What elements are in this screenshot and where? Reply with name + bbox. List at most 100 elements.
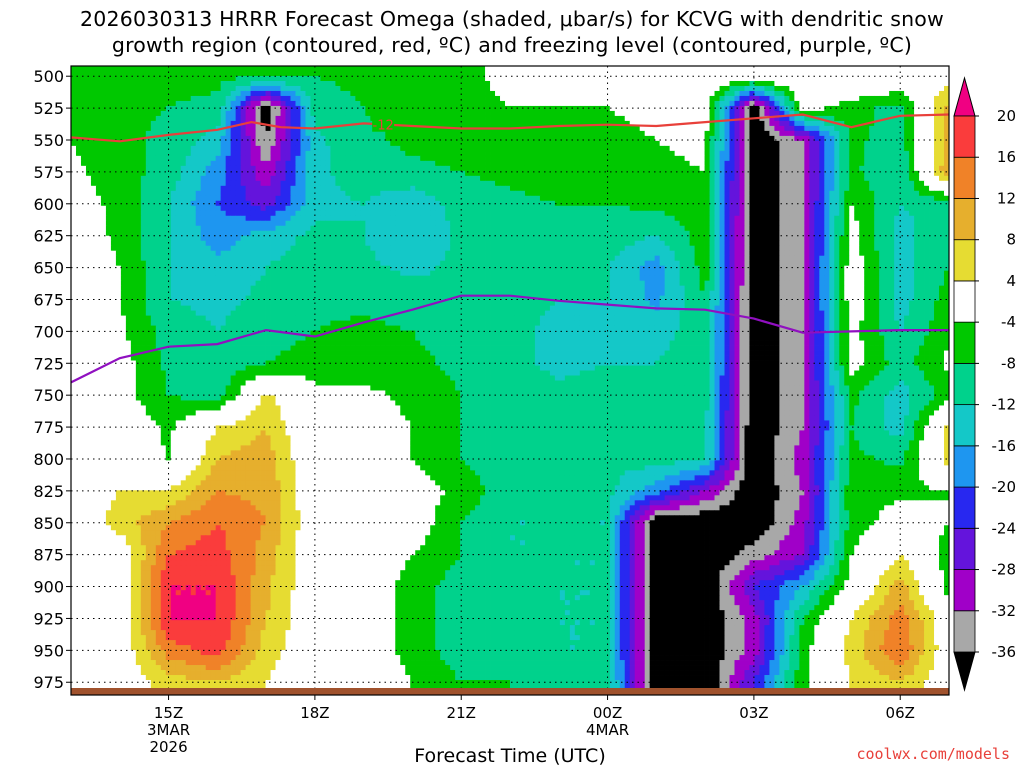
heatmap-cell	[779, 135, 785, 142]
heatmap-cell	[769, 195, 775, 202]
heatmap-cell	[799, 155, 805, 162]
heatmap-cell	[939, 115, 945, 122]
heatmap-cell	[150, 80, 157, 87]
heatmap-cell	[475, 185, 481, 192]
heatmap-cell	[574, 120, 581, 127]
heatmap-cell	[524, 75, 531, 82]
heatmap-cell	[325, 175, 331, 182]
heatmap-cell	[859, 145, 865, 152]
heatmap-cell	[714, 195, 720, 202]
heatmap-cell	[240, 135, 246, 142]
heatmap-cell	[884, 66, 890, 72]
heatmap-cell	[879, 125, 885, 132]
heatmap-cell	[95, 66, 102, 72]
heatmap-cell	[524, 165, 531, 172]
heatmap-cell	[160, 205, 167, 212]
heatmap-cell	[440, 130, 446, 137]
heatmap-cell	[510, 195, 516, 202]
heatmap-cell	[230, 185, 237, 192]
heatmap-cell	[629, 185, 636, 192]
heatmap-cell	[120, 145, 127, 152]
heatmap-cell	[749, 95, 755, 102]
heatmap-cell	[559, 185, 566, 192]
heatmap-cell	[814, 70, 820, 77]
heatmap-cell	[500, 115, 506, 122]
heatmap-cell	[779, 100, 785, 107]
heatmap-cell	[300, 155, 306, 162]
heatmap-cell	[774, 130, 780, 137]
heatmap-cell	[300, 110, 306, 117]
heatmap-cell	[549, 95, 556, 102]
heatmap-cell	[380, 135, 386, 142]
heatmap-cell	[854, 75, 860, 82]
heatmap-cell	[310, 185, 316, 192]
heatmap-cell	[789, 120, 795, 127]
heatmap-cell	[435, 105, 441, 112]
heatmap-cell	[300, 70, 306, 77]
heatmap-cell	[704, 185, 710, 192]
heatmap-cell	[440, 85, 446, 92]
heatmap-cell	[579, 190, 586, 197]
heatmap-cell	[874, 170, 880, 177]
heatmap-cell	[370, 180, 376, 187]
heatmap-cell	[240, 190, 246, 197]
heatmap-cell	[300, 190, 306, 197]
heatmap-cell	[245, 85, 251, 92]
heatmap-cell	[864, 90, 870, 97]
heatmap-cell	[105, 170, 112, 177]
heatmap-cell	[460, 140, 466, 147]
heatmap-cell	[250, 180, 256, 187]
heatmap-cell	[569, 66, 576, 72]
heatmap-cell	[644, 200, 651, 207]
heatmap-cell	[884, 105, 890, 112]
heatmap-cell	[270, 205, 276, 212]
heatmap-cell	[145, 115, 152, 122]
heatmap-cell	[470, 70, 476, 77]
heatmap-cell	[265, 155, 271, 162]
heatmap-cell	[210, 175, 217, 182]
heatmap-cell	[734, 125, 740, 132]
heatmap-cell	[924, 135, 930, 142]
heatmap-cell	[644, 70, 651, 77]
heatmap-cell	[889, 95, 895, 102]
heatmap-cell	[534, 145, 541, 152]
heatmap-cell	[544, 195, 551, 202]
heatmap-cell	[904, 90, 910, 97]
heatmap-cell	[200, 140, 207, 147]
heatmap-cell	[664, 90, 671, 97]
heatmap-cell	[440, 165, 446, 172]
heatmap-cell	[175, 145, 182, 152]
heatmap-cell	[490, 75, 496, 82]
heatmap-cell	[554, 170, 561, 177]
heatmap-cell	[629, 160, 636, 167]
heatmap-cell	[664, 100, 671, 107]
heatmap-cell	[659, 66, 666, 72]
heatmap-cell	[405, 85, 411, 92]
heatmap-cell	[919, 150, 925, 157]
heatmap-cell	[200, 155, 207, 162]
heatmap-cell	[75, 130, 82, 137]
heatmap-cell	[430, 135, 436, 142]
heatmap-cell	[834, 70, 840, 77]
heatmap-cell	[669, 155, 676, 162]
heatmap-cell	[425, 110, 431, 117]
heatmap-cell	[230, 145, 237, 152]
heatmap-cell	[440, 200, 446, 207]
heatmap-cell	[95, 130, 102, 137]
heatmap-cell	[679, 115, 685, 122]
heatmap-cell	[450, 135, 456, 142]
heatmap-cell	[505, 110, 511, 117]
heatmap-cell	[584, 85, 591, 92]
heatmap-cell	[445, 150, 451, 157]
heatmap-cell	[310, 110, 316, 117]
heatmap-cell	[859, 110, 865, 117]
heatmap-cell	[579, 80, 586, 87]
heatmap-cell	[435, 110, 441, 117]
heatmap-cell	[100, 120, 107, 127]
heatmap-cell	[350, 135, 356, 142]
heatmap-cell	[455, 130, 461, 137]
heatmap-cell	[430, 70, 436, 77]
heatmap-cell	[185, 170, 192, 177]
heatmap-cell	[405, 150, 411, 157]
heatmap-cell	[430, 175, 436, 182]
